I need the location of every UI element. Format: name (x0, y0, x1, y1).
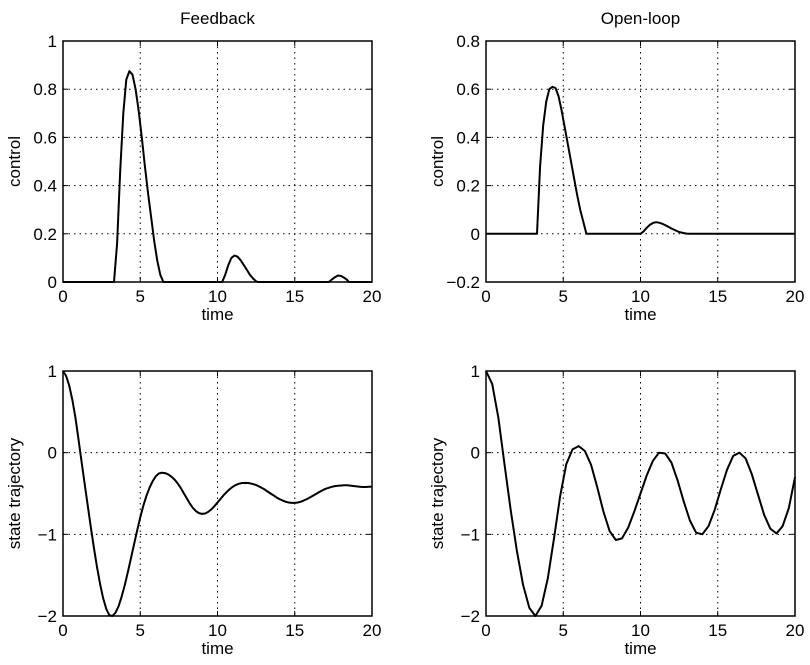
y-tick-label: 0.8 (33, 80, 57, 99)
x-tick-label: 5 (559, 287, 568, 306)
x-tick-label: 0 (58, 621, 67, 640)
x-tick-label: 15 (708, 621, 727, 640)
y-axis-label: control (5, 136, 24, 187)
x-tick-label: 15 (285, 287, 304, 306)
series-line-1 (486, 85, 795, 235)
x-axis-label: time (201, 305, 233, 324)
x-tick-label: 5 (136, 621, 145, 640)
y-axis-label: state trajectory (428, 437, 447, 549)
chart-panel-1: 0 5 10 15 20 0 0.2 0.4 0.6 0.8 1 Feedback time contro… (5, 9, 381, 324)
x-tick-label: 10 (208, 621, 227, 640)
x-tick-label: 10 (208, 287, 227, 306)
x-tick-label: 5 (559, 621, 568, 640)
chart-panel-4: 0 5 10 15 20 −2 −1 0 1 time state trajectory (428, 362, 804, 658)
y-tick-label: −1 (461, 525, 480, 544)
x-tick-label: 10 (631, 287, 650, 306)
y-tick-label: −2 (461, 607, 480, 626)
x-tick-label: 20 (363, 621, 382, 640)
y-tick-label: 0 (48, 444, 57, 463)
y-tick-label: 0.2 (33, 225, 57, 244)
y-axis-label: state trajectory (5, 437, 24, 549)
y-tick-label: 1 (48, 32, 57, 51)
x-axis-label: time (201, 639, 233, 658)
y-tick-label: 0 (471, 444, 480, 463)
y-axis-label: control (428, 136, 447, 187)
x-tick-label: 15 (708, 287, 727, 306)
series-line-1 (485, 370, 796, 617)
x-tick-label: 15 (285, 621, 304, 640)
x-tick-label: 10 (631, 621, 650, 640)
y-tick-label: 0 (471, 225, 480, 244)
x-tick-label: 20 (363, 287, 382, 306)
chart-title: Feedback (180, 9, 255, 28)
y-tick-label: 0.4 (456, 128, 480, 147)
x-tick-label: 0 (481, 287, 490, 306)
x-axis-label: time (624, 639, 656, 658)
x-tick-label: 0 (481, 621, 490, 640)
y-tick-label: −0.2 (446, 273, 480, 292)
x-tick-label: 20 (786, 287, 805, 306)
y-tick-label: −2 (38, 607, 57, 626)
series-line-1 (63, 70, 372, 283)
y-tick-label: 0.8 (456, 32, 480, 51)
y-tick-label: 0.6 (456, 80, 480, 99)
chart-title: Open-loop (601, 9, 680, 28)
x-tick-label: 5 (136, 287, 145, 306)
series-line-1 (62, 370, 373, 617)
y-tick-label: 0.2 (456, 177, 480, 196)
x-tick-label: 20 (786, 621, 805, 640)
y-tick-label: −1 (38, 525, 57, 544)
x-tick-label: 0 (58, 287, 67, 306)
chart-panel-3: 0 5 10 15 20 −2 −1 0 1 time state trajectory (5, 362, 381, 658)
x-axis-label: time (624, 305, 656, 324)
y-tick-label: 1 (471, 362, 480, 381)
y-tick-label: 0.4 (33, 177, 57, 196)
y-tick-label: 0.6 (33, 128, 57, 147)
y-tick-label: 0 (48, 273, 57, 292)
chart-panel-2: 0 5 10 15 20−0.200.20.40.60.8Open-looptimeco… (428, 9, 804, 324)
y-tick-label: 1 (48, 362, 57, 381)
